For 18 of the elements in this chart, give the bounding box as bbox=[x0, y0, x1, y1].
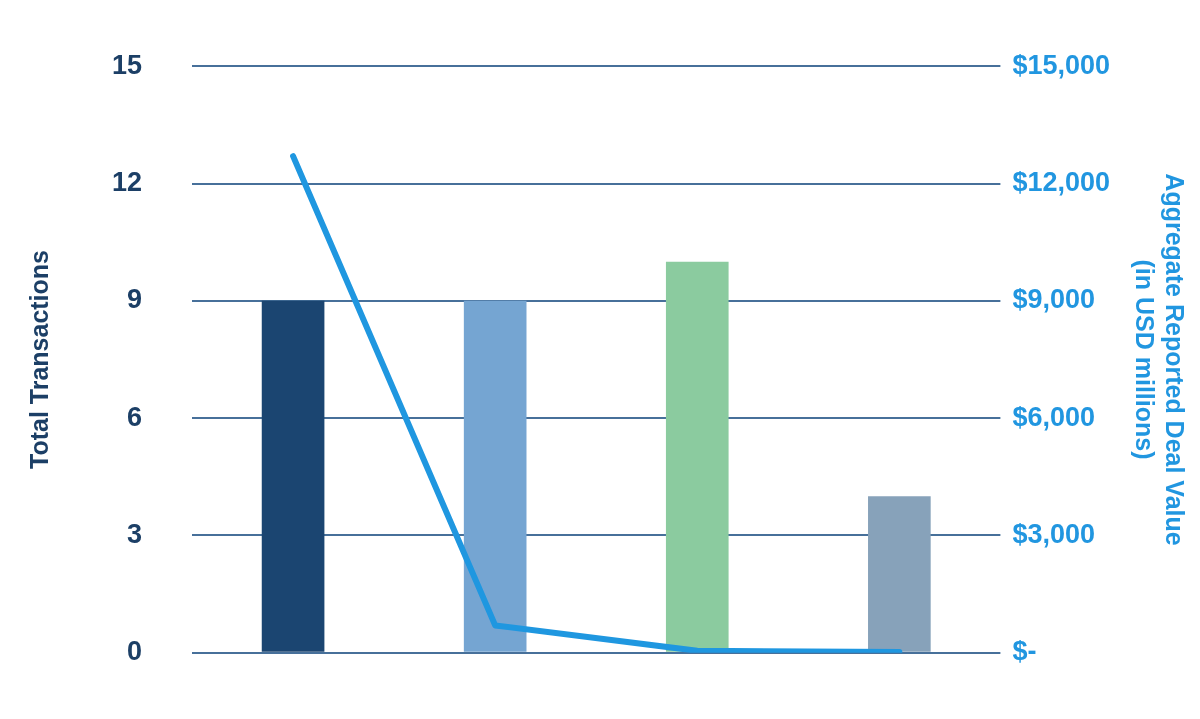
bar bbox=[665, 261, 729, 652]
y2-tick-label: $9,000 bbox=[1012, 284, 1095, 315]
bar bbox=[261, 300, 325, 652]
bar bbox=[868, 496, 931, 652]
y2-axis-title: Aggregate Reported Deal Value (in USD millions) bbox=[1131, 173, 1190, 546]
y2-tick-label: $6,000 bbox=[1012, 401, 1095, 432]
y-tick-label: 6 bbox=[127, 401, 143, 432]
y-tick-label: 12 bbox=[111, 166, 143, 197]
bar bbox=[463, 300, 527, 652]
y-tick-label: 15 bbox=[111, 49, 143, 80]
y-tick-label: 3 bbox=[127, 518, 143, 549]
y2-tick-label: $- bbox=[1012, 636, 1037, 667]
y2-tick-label: $15,000 bbox=[1012, 49, 1111, 80]
y-tick-label: 9 bbox=[127, 284, 143, 315]
y2-tick-label: $12,000 bbox=[1012, 166, 1111, 197]
y2-tick-label: $3,000 bbox=[1012, 518, 1095, 549]
y-axis-title: Total Transactions bbox=[24, 249, 53, 470]
y-tick-label: 0 bbox=[127, 636, 143, 667]
